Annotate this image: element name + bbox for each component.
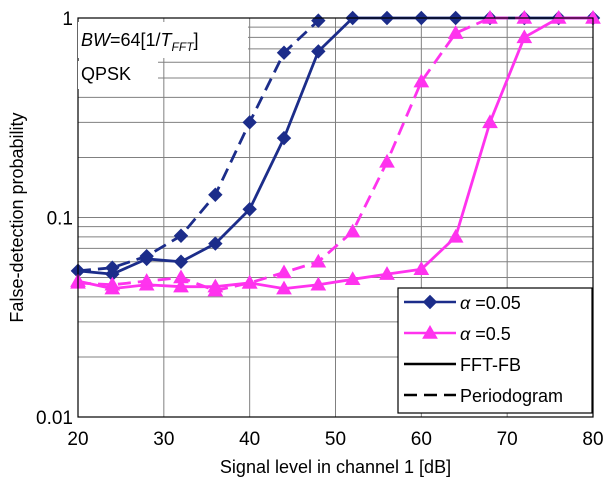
legend-marker [422,324,438,339]
data-point [207,282,224,297]
legend-label: FFT-FB [460,355,521,375]
data-point [310,276,327,291]
x-axis-label: Signal level in channel 1 [dB] [220,457,451,477]
data-point [276,280,292,295]
series-line [77,19,320,273]
data-point [104,276,121,291]
data-point [379,153,395,168]
data-point [413,261,430,276]
x-tick-label: 70 [497,429,518,450]
x-tick-label: 30 [153,429,174,450]
data-point [138,273,155,287]
x-tick-label: 40 [239,429,260,450]
y-tick-label: 1 [62,9,73,30]
modulation-annotation: QPSK [81,64,131,84]
data-point [139,248,154,264]
data-point [173,254,189,269]
y-tick-label: 0.01 [36,408,73,429]
data-point [379,266,395,280]
data-point [516,29,533,44]
data-point [242,115,257,130]
series-line [77,16,525,293]
data-point [310,253,327,268]
legend-label: Periodogram [460,386,563,406]
data-point [276,130,292,146]
y-tick-labels: 0.01 0.1 1 [36,9,73,429]
legend: α =0.05 α =0.5 FFT-FB Periodogram [397,287,593,414]
data-point [173,278,189,293]
data-point [344,271,361,286]
data-point [173,269,189,284]
legend-label: α =0.05 [460,293,521,313]
series-0.5-periodogram [70,9,533,297]
data-point [276,45,292,60]
grid [78,18,593,417]
data-point [241,274,258,289]
x-tick-labels: 20 30 40 50 60 70 80 [67,429,603,450]
data-point [482,114,498,129]
y-axis-label: False-detection probability [7,112,27,322]
data-point [482,9,498,24]
data-point [105,260,120,275]
data-point [447,228,464,243]
legend-label: α =0.5 [460,324,511,344]
data-point [276,264,292,279]
data-point [344,223,361,238]
data-point [447,25,464,39]
x-tick-label: 50 [325,429,346,450]
data-point [311,44,326,59]
bw-annotation-background [78,22,248,58]
data-point [413,73,430,88]
x-tick-label: 60 [411,429,432,450]
y-tick-label: 0.1 [47,209,73,230]
data-point [173,228,189,243]
data-point [550,9,567,24]
data-point [242,202,257,217]
data-point [516,9,533,24]
series-line [77,16,593,291]
data-point [208,187,223,202]
x-tick-label: 80 [582,429,603,450]
data-point [208,236,223,251]
series-0.05-periodogram [70,13,326,279]
legend-marker [422,294,438,310]
x-tick-label: 20 [67,429,88,450]
annotations: BW=64[1/TFFT] QPSK [78,22,248,89]
plot-frame [77,17,594,418]
modulation-annotation-background [78,61,158,89]
bw-annotation: BW=64[1/TFFT] [81,30,199,54]
